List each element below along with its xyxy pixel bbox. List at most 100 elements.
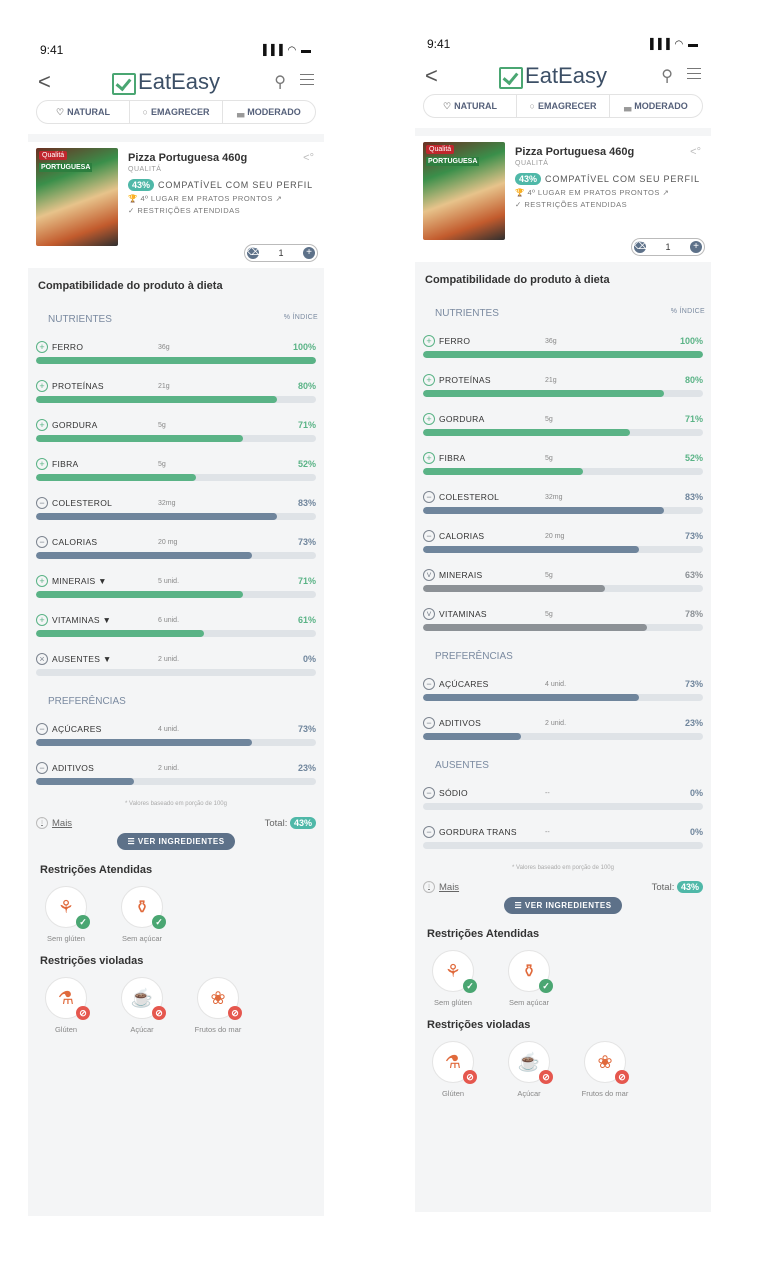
chip-emagrecer[interactable]: ○ EMAGRECER [517,95,610,117]
nutrient-row[interactable]: + GORDURA 5g 71% [28,417,324,450]
menu-icon[interactable] [687,68,701,86]
minus-circle-icon[interactable]: − [36,497,48,509]
restriction-item[interactable]: ❀ ⊘ Frutos do mar [579,1041,631,1098]
chip-natural[interactable]: ♡ NATURAL [424,95,517,117]
quantity-stepper[interactable]: ⌫ 1 + [631,238,705,256]
restriction-item[interactable]: ❀ ⊘ Frutos do mar [192,977,244,1034]
ausentes-header: AUSENTES [415,748,711,779]
rank-line[interactable]: 🏆 4º LUGAR EM PRATOS PRONTOS ↗ [128,194,283,203]
chevron-circle-icon[interactable]: ˅ [423,569,435,581]
nutrient-row[interactable]: ˅ MINERAIS 5g 63% [415,567,711,600]
more-label: Mais [439,881,460,893]
restriction-item[interactable]: ⚱ ✓ Sem açúcar [116,886,168,943]
minus-circle-icon[interactable]: − [423,826,435,838]
nutrient-row[interactable]: − CALORIAS 20 mg 73% [28,534,324,567]
nutrient-row[interactable]: + VITAMINAS ▼ 6 unid. 61% [28,612,324,645]
nutrient-row[interactable]: − CALORIAS 20 mg 73% [415,528,711,561]
nutrient-bar [36,778,316,785]
plus-circle-icon[interactable]: + [423,335,435,347]
ausentes-head: AUSENTES [435,760,489,771]
restriction-item[interactable]: ⚘ ✓ Sem glúten [427,950,479,1007]
restriction-item[interactable]: ⚗ ⊘ Glúten [40,977,92,1034]
more-link[interactable]: i Mais [423,881,459,893]
x-circle-icon[interactable]: × [36,653,48,665]
search-icon[interactable]: ⚲ [661,68,673,85]
product-name: Pizza Portuguesa 460g [515,146,635,158]
minus-circle-icon[interactable]: − [36,762,48,774]
sugar-icon: ☕ ⊘ [508,1041,553,1084]
minus-circle-icon[interactable]: − [423,787,435,799]
nutrient-row[interactable]: + PROTEÍNAS 21g 80% [415,372,711,405]
restriction-item[interactable]: ⚘ ✓ Sem glúten [40,886,92,943]
plus-circle-icon[interactable]: + [423,374,435,386]
restriction-item[interactable]: ☕ ⊘ Açúcar [116,977,168,1034]
nutrient-row[interactable]: + MINERAIS ▼ 5 unid. 71% [28,573,324,606]
chip-emagrecer[interactable]: ○ EMAGRECER [130,101,223,123]
nutrient-percent: 83% [297,498,316,508]
restr-text: RESTRIÇÕES ATENDIDAS [524,200,628,209]
trash-icon[interactable]: ⌫ [247,247,262,259]
trash-icon[interactable]: ⌫ [634,241,649,253]
restriction-item[interactable]: ⚗ ⊘ Glúten [427,1041,479,1098]
check-circle-icon: ✓ [128,206,135,215]
plus-icon[interactable]: + [689,241,702,253]
share-icon[interactable]: <° [690,146,701,158]
restr-bad-title: Restrições violadas [427,1019,531,1031]
chevron-circle-icon[interactable]: ˅ [423,608,435,620]
minus-circle-icon[interactable]: − [36,723,48,735]
minus-circle-icon[interactable]: − [423,678,435,690]
minus-circle-icon[interactable]: − [423,717,435,729]
back-icon[interactable]: < [38,69,51,94]
minus-circle-icon[interactable]: − [36,536,48,548]
plus-circle-icon[interactable]: + [36,419,48,431]
chip-moderado[interactable]: ▃ MODERADO [223,101,315,123]
nutrient-row[interactable]: − SÓDIO -- 0% [415,785,711,818]
plus-circle-icon[interactable]: + [36,341,48,353]
nutrient-row[interactable]: × AUSENTES ▼ 2 unid. 0% [28,651,324,684]
minus-circle-icon[interactable]: − [423,530,435,542]
nutrient-row[interactable]: + PROTEÍNAS 21g 80% [28,378,324,411]
nutrient-row[interactable]: + FERRO 36g 100% [28,339,324,372]
plus-circle-icon[interactable]: + [36,575,48,587]
nutrient-row[interactable]: − ADITIVOS 2 unid. 23% [415,715,711,748]
ingredients-button[interactable]: ☰ VER INGREDIENTES [117,833,235,850]
nutrient-row[interactable]: − AÇÚCARES 4 unid. 73% [415,676,711,709]
chip-icon: ▃ [624,100,632,111]
nutrient-row[interactable]: + FIBRA 5g 52% [28,456,324,489]
index-head: % ÍNDICE [670,308,705,315]
ingredients-button[interactable]: ☰ VER INGREDIENTES [504,897,622,914]
restriction-label: Frutos do mar [581,1089,629,1098]
nutrient-row[interactable]: + FERRO 36g 100% [415,333,711,366]
nutrient-row[interactable]: − COLESTEROL 32mg 83% [28,495,324,528]
nutrient-row[interactable]: − COLESTEROL 32mg 83% [415,489,711,522]
restriction-item[interactable]: ⚱ ✓ Sem açúcar [503,950,555,1007]
plus-circle-icon[interactable]: + [423,413,435,425]
chip-moderado[interactable]: ▃ MODERADO [610,95,702,117]
nutrient-row[interactable]: − ADITIVOS 2 unid. 23% [28,760,324,793]
nutrients-header: NUTRIENTES % ÍNDICE [415,296,711,327]
quantity-stepper[interactable]: ⌫ 1 + [244,244,318,262]
rank-line[interactable]: 🏆 4º LUGAR EM PRATOS PRONTOS ↗ [515,188,670,197]
nutrient-row[interactable]: + GORDURA 5g 71% [415,411,711,444]
nutrient-row[interactable]: − AÇÚCARES 4 unid. 73% [28,721,324,754]
nutrient-row[interactable]: ˅ VITAMINAS 5g 78% [415,606,711,639]
nutrient-row[interactable]: − GORDURA TRANS -- 0% [415,824,711,857]
plus-circle-icon[interactable]: + [36,380,48,392]
plus-icon[interactable]: + [302,247,315,259]
nutrient-bar-fill [423,429,631,436]
menu-icon[interactable] [300,74,314,92]
chip-natural[interactable]: ♡ NATURAL [37,101,130,123]
plus-circle-icon[interactable]: + [36,614,48,626]
more-link[interactable]: i Mais [36,817,72,829]
nutrient-row[interactable]: + FIBRA 5g 52% [415,450,711,483]
back-icon[interactable]: < [425,63,438,88]
plus-circle-icon[interactable]: + [423,452,435,464]
search-icon[interactable]: ⚲ [274,74,286,91]
nav-bar: < EatEasy ⚲ [415,58,711,94]
plus-circle-icon[interactable]: + [36,458,48,470]
share-icon[interactable]: <° [303,152,314,164]
minus-circle-icon[interactable]: − [423,491,435,503]
restriction-item[interactable]: ☕ ⊘ Açúcar [503,1041,555,1098]
nutrient-name: PROTEÍNAS [439,375,491,385]
nutrient-bar [36,513,316,520]
